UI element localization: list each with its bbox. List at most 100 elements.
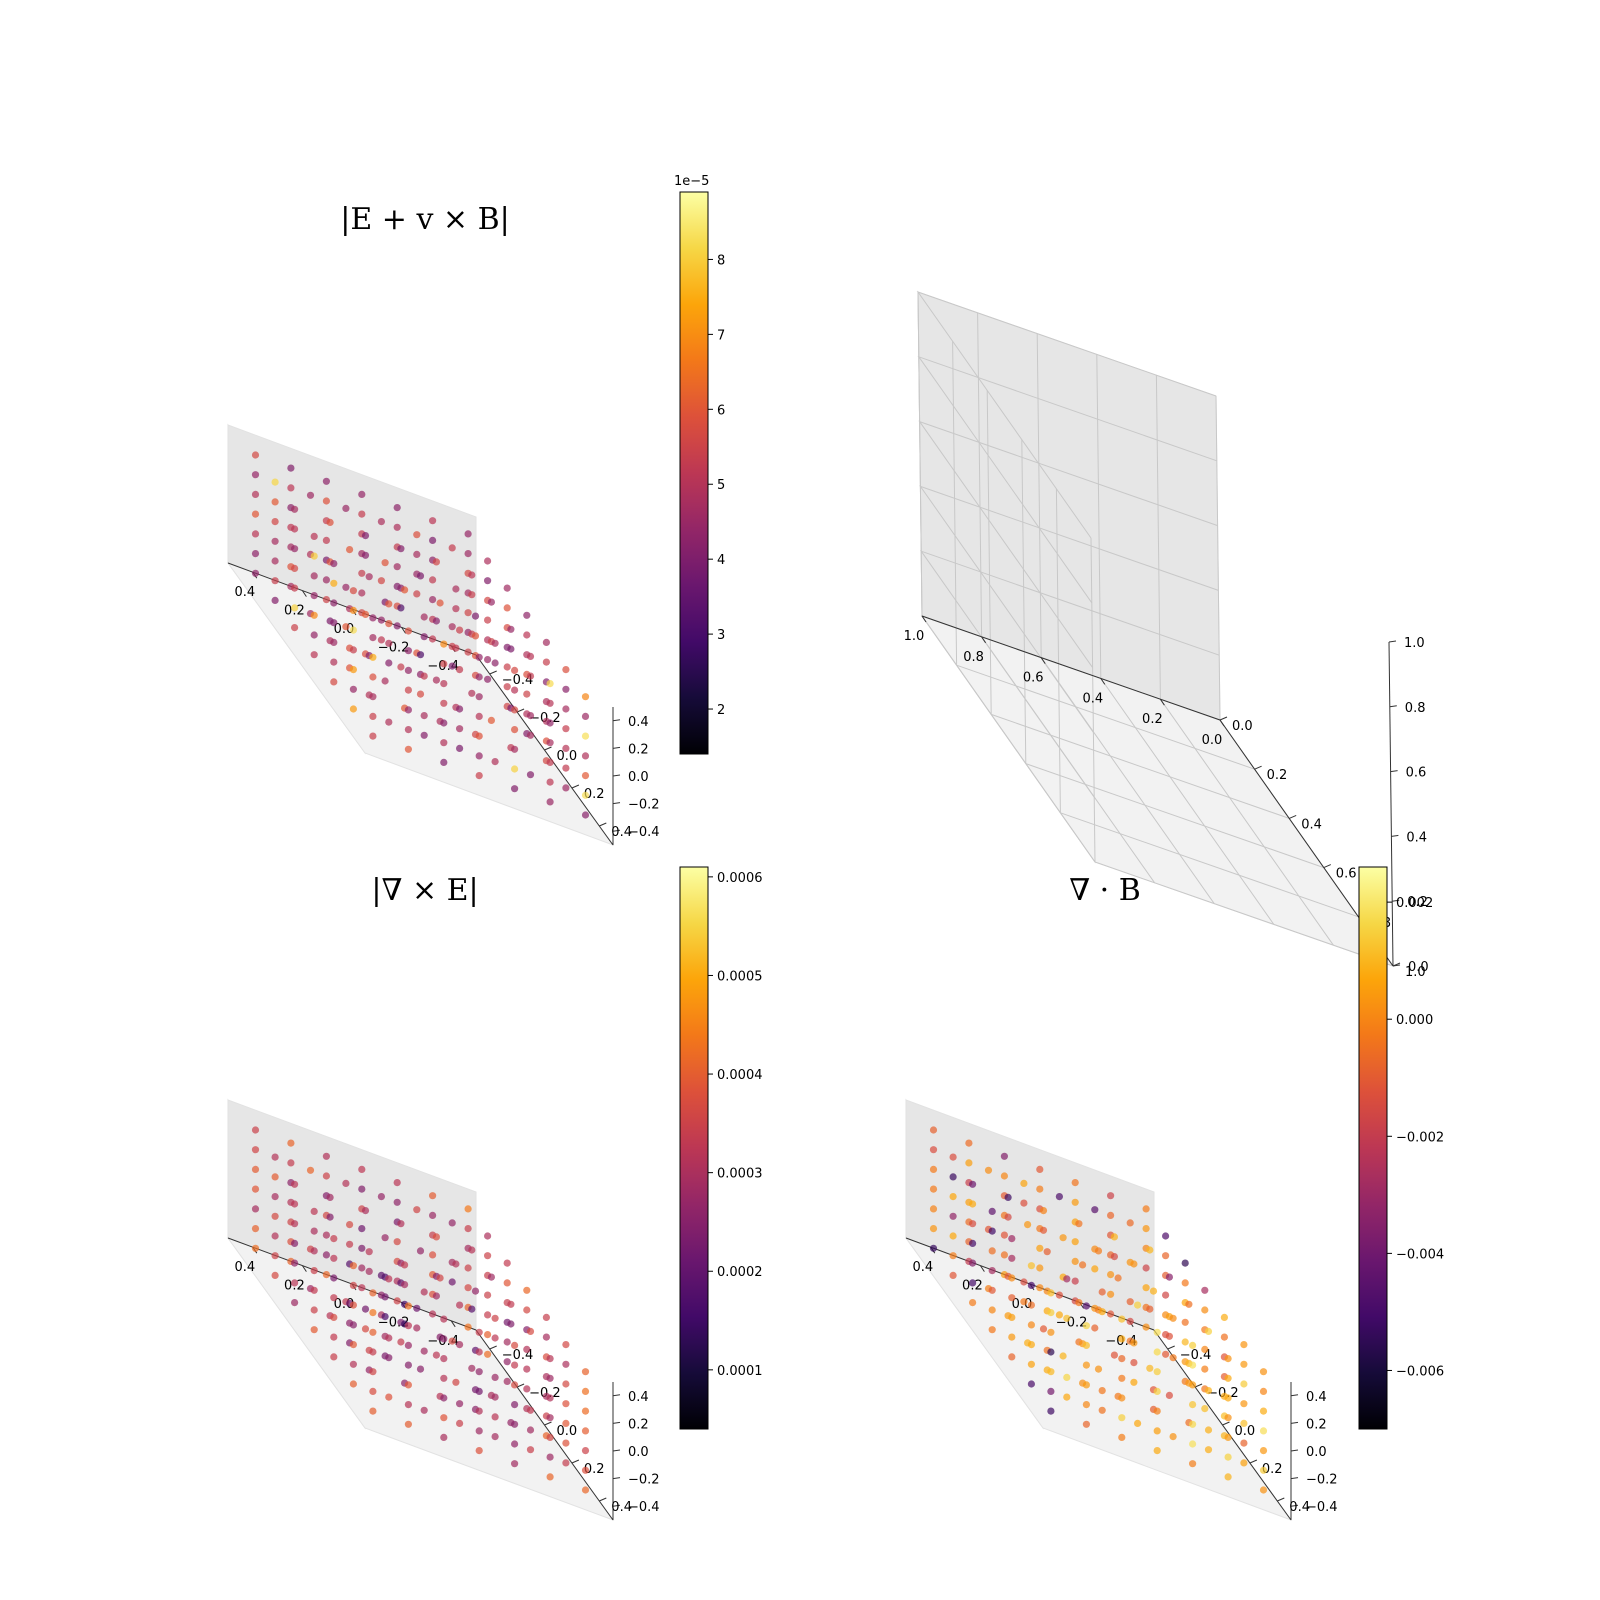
scatter-point: [349, 1380, 357, 1388]
scatter-point: [1220, 1313, 1228, 1321]
z-tick-label: 0.2: [1407, 895, 1428, 910]
colorbar: [1358, 866, 1388, 1430]
scatter-point: [291, 1299, 299, 1307]
scatter-point: [440, 758, 448, 767]
scatter-point: [251, 1146, 260, 1154]
x-tick: [921, 615, 927, 623]
y-tick: [599, 822, 607, 827]
scatter-point: [1027, 1380, 1035, 1388]
scatter-point: [526, 1446, 535, 1454]
z-tick-label: −0.4: [628, 1500, 660, 1515]
scatter-point: [291, 1259, 299, 1267]
y-tick-label: 0.0: [557, 749, 578, 764]
scatter-point: [330, 1333, 338, 1341]
scatter-point: [1118, 1414, 1126, 1422]
scatter-point: [361, 1305, 370, 1313]
panel-3: −0.4−0.4−0.4−0.2−0.2−0.20.00.00.00.20.20…: [226, 866, 763, 1522]
scatter-point: [1189, 1401, 1197, 1409]
scatter-point: [358, 1185, 366, 1193]
scatter-point: [546, 778, 554, 786]
y-tick: [1219, 716, 1228, 721]
scatter-point: [1071, 1198, 1079, 1206]
scatter-point: [503, 1338, 511, 1346]
scatter-point: [929, 1244, 938, 1252]
x-tick: [1040, 657, 1046, 664]
z-tick: [612, 1504, 621, 1507]
scatter-point: [491, 1373, 499, 1381]
scatter-point: [969, 1200, 977, 1208]
scatter-point: [287, 1159, 295, 1167]
scatter-point: [1075, 1220, 1083, 1228]
scatter-point: [491, 758, 499, 766]
scatter-point: [287, 464, 295, 472]
scatter-point: [475, 1328, 483, 1336]
z-tick: [1392, 899, 1400, 902]
scatter-point: [1107, 1310, 1115, 1318]
scatter-point: [369, 732, 377, 740]
scatter-point: [358, 1225, 366, 1233]
scatter-point: [369, 634, 377, 642]
scatter-point: [291, 1220, 299, 1228]
scatter-point: [1130, 1359, 1138, 1367]
scatter-point: [349, 1341, 357, 1349]
scatter-point: [440, 699, 448, 707]
scatter-point: [1047, 1328, 1055, 1336]
scatter-point: [349, 705, 357, 713]
scatter-point: [1071, 1238, 1079, 1246]
z-axis-line: [1388, 641, 1394, 967]
scatter-point: [413, 1206, 421, 1214]
scatter-point: [542, 1313, 551, 1321]
scatter-point: [1189, 1341, 1197, 1349]
x-tick: [301, 590, 307, 597]
scatter-point: [562, 1360, 570, 1368]
y-tick: [571, 1459, 580, 1464]
scatter-point: [420, 672, 428, 680]
scatter-point: [929, 1225, 938, 1233]
scatter-point: [1036, 1284, 1044, 1292]
scatter-point: [385, 600, 393, 608]
scatter-point: [330, 1294, 338, 1302]
x-tick: [981, 636, 987, 644]
scatter-point: [326, 1193, 334, 1201]
scatter-point: [349, 606, 357, 615]
scatter-point: [503, 1377, 511, 1385]
scatter-point: [1204, 1446, 1213, 1454]
scatter-point: [306, 491, 315, 499]
chart-title: ∇ · B: [1069, 873, 1141, 908]
scatter-point: [1027, 1341, 1035, 1349]
scatter-point: [432, 1233, 440, 1241]
scatter-point: [1110, 1351, 1118, 1359]
scatter-point: [365, 573, 373, 581]
scatter-point: [475, 732, 483, 740]
scatter-point: [581, 732, 590, 740]
scatter-point: [1063, 1373, 1071, 1381]
scatter-point: [291, 1180, 299, 1188]
panel-1: −0.4−0.4−0.4−0.2−0.2−0.20.00.00.00.20.20…: [226, 174, 725, 847]
scatter-point: [1240, 1380, 1248, 1388]
scatter-point: [448, 1219, 456, 1227]
y-tick: [516, 708, 525, 713]
scatter-point: [404, 1302, 412, 1310]
x-tick: [1159, 698, 1165, 706]
scatter-point: [381, 1234, 389, 1242]
x-tick-label: 0.4: [234, 1260, 255, 1275]
scatter-point: [507, 1300, 515, 1308]
y-tick-label: 0.4: [611, 1500, 632, 1515]
scatter-point: [369, 1368, 377, 1376]
scatter-point: [432, 617, 440, 625]
scatter-point: [420, 712, 428, 720]
scatter-point: [475, 1407, 483, 1415]
scatter-point: [1008, 1313, 1016, 1321]
scatter-point: [420, 731, 428, 739]
z-tick: [612, 829, 621, 832]
scatter-point: [377, 616, 385, 624]
scatter-point: [1091, 1324, 1099, 1332]
scatter-point: [456, 705, 464, 713]
scatter-point: [404, 706, 412, 714]
scatter-point: [1224, 1433, 1232, 1441]
scatter-point: [1004, 1193, 1012, 1201]
x-tick: [301, 1265, 307, 1272]
scatter-point: [404, 1381, 412, 1389]
scatter-point: [271, 1153, 279, 1161]
scatter-point: [381, 1293, 389, 1301]
